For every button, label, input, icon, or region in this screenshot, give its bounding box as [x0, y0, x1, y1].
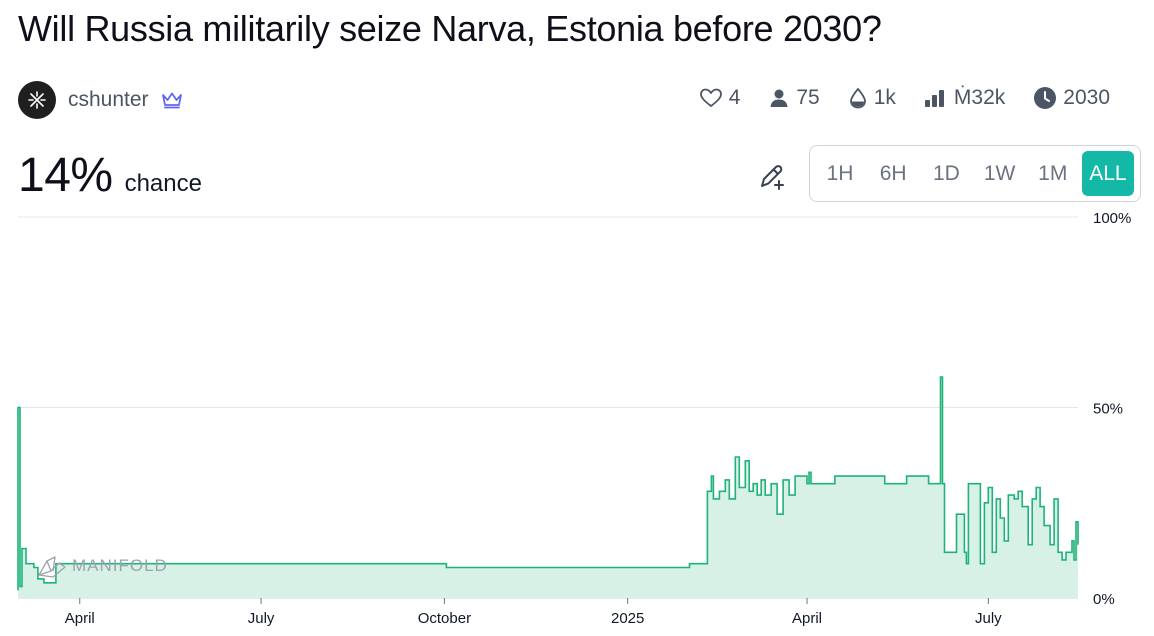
x-tick-label: July	[975, 610, 1002, 627]
probability-label: chance	[124, 170, 202, 197]
probability-line	[17, 376, 1079, 591]
pencil-plus-icon	[761, 165, 784, 190]
likes-count: 4	[728, 86, 741, 109]
creator-name[interactable]: cshunter	[68, 88, 149, 111]
clock-icon	[1034, 87, 1057, 109]
y-tick-label: 50%	[1093, 401, 1123, 418]
manifold-watermark-text: MANIFOLD	[72, 556, 168, 575]
x-tick-label: April	[792, 610, 822, 627]
probability-chart[interactable]: MANIFOLD 100%50%0% April July October 2025 A…	[0, 205, 1154, 636]
x-tick-label: April	[65, 610, 95, 627]
range-1h-button[interactable]: 1H	[826, 161, 854, 185]
liquidity-stat[interactable]: 1k	[848, 86, 896, 110]
time-range-selector: 1H 6H 1D 1W 1M ALL	[809, 145, 1141, 202]
market-stats: 4 75 1k Ṁ32k 2030	[699, 86, 1110, 110]
close-date-stat[interactable]: 2030	[1033, 86, 1110, 110]
liquidity-value: 1k	[873, 86, 896, 109]
range-1m-button[interactable]: 1M	[1038, 161, 1068, 185]
range-1w-button[interactable]: 1W	[983, 161, 1016, 185]
x-tick-label: July	[248, 610, 275, 627]
close-date: 2030	[1063, 86, 1110, 109]
manifold-logo-icon	[38, 556, 66, 578]
crown-icon	[161, 91, 183, 109]
volume-value: Ṁ32k	[953, 86, 1006, 109]
manifold-watermark: MANIFOLD	[38, 556, 168, 578]
y-tick-label: 100%	[1093, 210, 1131, 227]
x-tick-label: 2025	[611, 610, 644, 627]
creator-info[interactable]: cshunter	[18, 80, 183, 120]
add-annotation-button[interactable]	[754, 158, 790, 194]
x-tick-label: October	[418, 610, 471, 627]
probability-display: 14% chance	[18, 148, 202, 203]
avatar-icon	[28, 91, 46, 109]
droplet-icon	[849, 87, 866, 109]
avatar[interactable]	[18, 81, 56, 119]
probability-area	[18, 377, 1078, 598]
y-tick-label: 0%	[1093, 591, 1115, 608]
bar-chart-icon	[924, 90, 944, 107]
market-title: Will Russia militarily seize Narva, Esto…	[18, 8, 882, 49]
probability-value: 14%	[18, 149, 113, 202]
heart-icon	[699, 88, 722, 107]
range-all-button[interactable]: ALL	[1081, 151, 1134, 196]
range-1d-button[interactable]: 1D	[932, 161, 960, 185]
y-axis: 100% 50% 0%	[1093, 210, 1131, 608]
range-6h-button[interactable]: 6H	[879, 161, 907, 185]
traders-count: 75	[796, 86, 820, 109]
traders-stat[interactable]: 75	[768, 86, 820, 110]
likes-stat[interactable]: 4	[699, 86, 741, 110]
user-icon	[770, 89, 788, 107]
x-axis: April July October 2025 April July	[65, 598, 1002, 627]
volume-stat[interactable]: Ṁ32k	[924, 86, 1005, 110]
